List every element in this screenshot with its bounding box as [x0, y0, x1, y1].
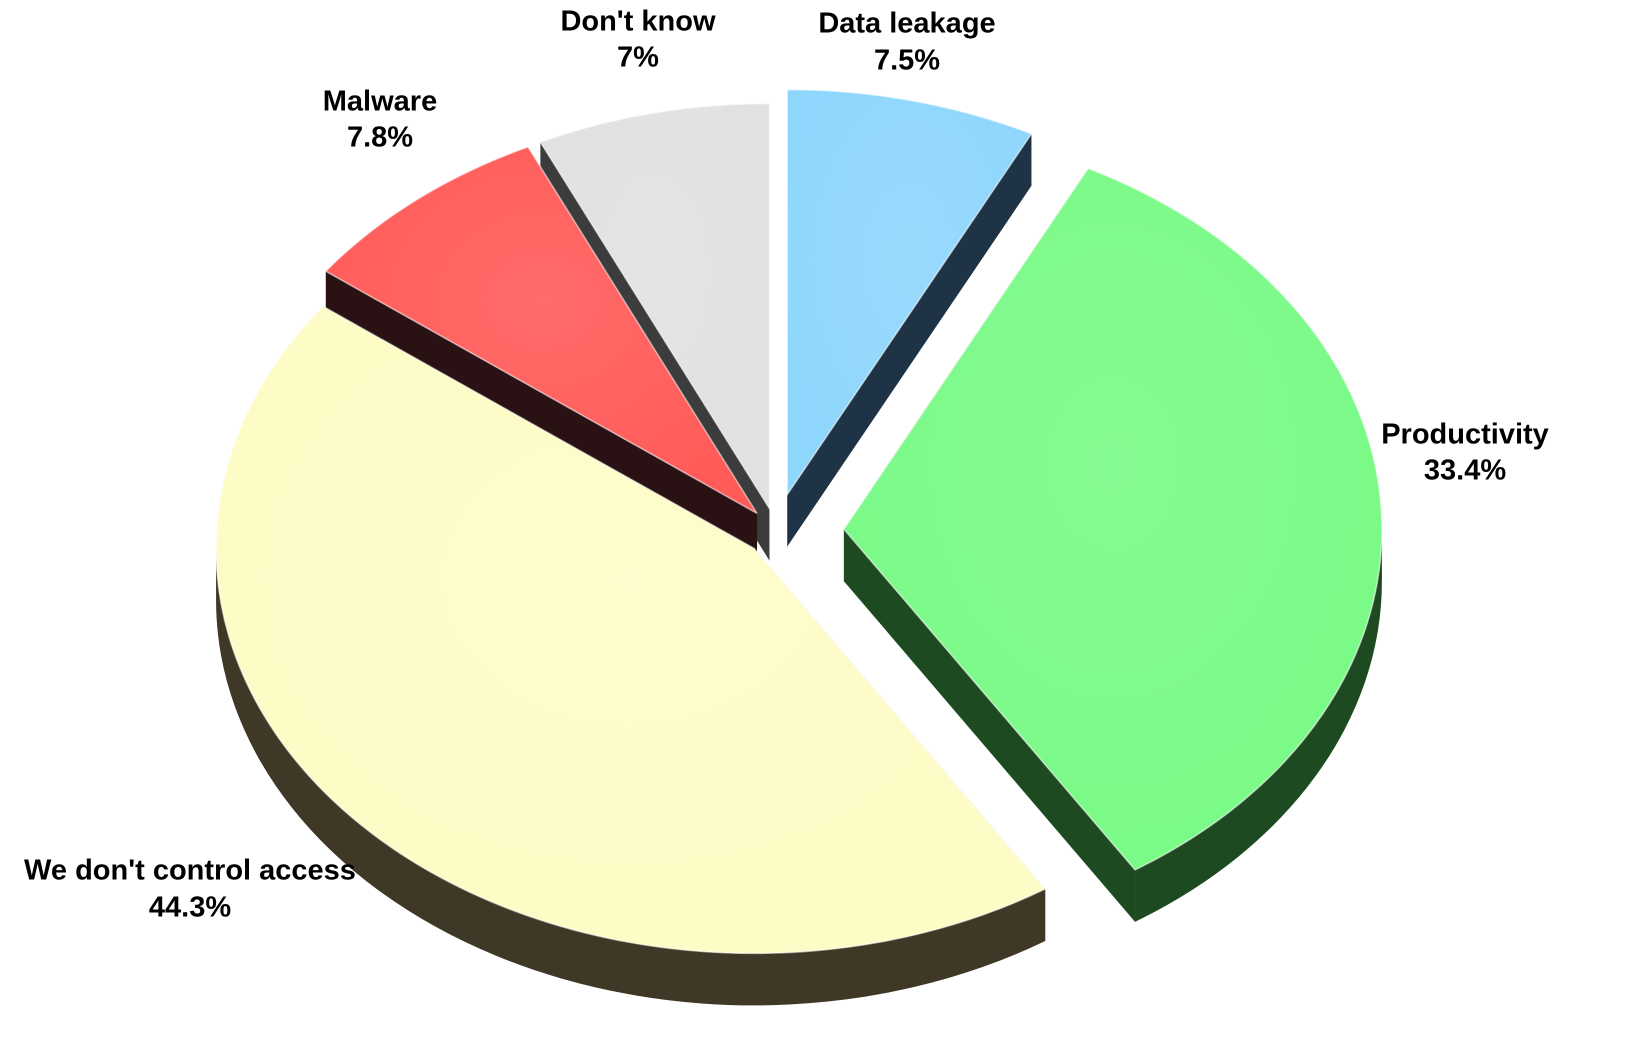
pie-slice-tops	[215, 88, 1383, 955]
label-name-productivity: Productivity	[1381, 419, 1549, 451]
label-name-data-leakage: Data leakage	[818, 8, 995, 40]
pie-edge-productivity-1	[843, 529, 1136, 922]
pie-slice-labels: Data leakage 7.5% Productivity 33.4% We don'…	[24, 6, 1549, 924]
pie-sheen-productivity	[843, 168, 1382, 870]
pie-wall-productivity	[1135, 529, 1382, 922]
label-name-we-don-t-control-access: We don't control access	[24, 855, 356, 887]
label-name-don-t-know: Don't know	[560, 6, 716, 38]
label-value-malware: 7.8%	[347, 122, 413, 154]
pie-side-data-leakage	[787, 133, 1032, 547]
pie-sheen-malware	[325, 146, 758, 514]
pie-sheen-we-don-t-control-access	[216, 306, 1046, 954]
label-value-don-t-know: 7%	[617, 42, 659, 74]
label-value-we-don-t-control-access: 44.3%	[149, 892, 231, 924]
pie-sheen-data-leakage	[787, 89, 1032, 495]
label-name-malware: Malware	[323, 86, 437, 118]
label-value-data-leakage: 7.5%	[874, 45, 940, 77]
pie-sheen-don-t-know	[540, 103, 770, 509]
pie-wall-we-don-t-control-access	[216, 548, 1046, 1006]
pie-edge-data-leakage-1	[787, 133, 1032, 547]
label-value-productivity: 33.4%	[1424, 455, 1506, 487]
